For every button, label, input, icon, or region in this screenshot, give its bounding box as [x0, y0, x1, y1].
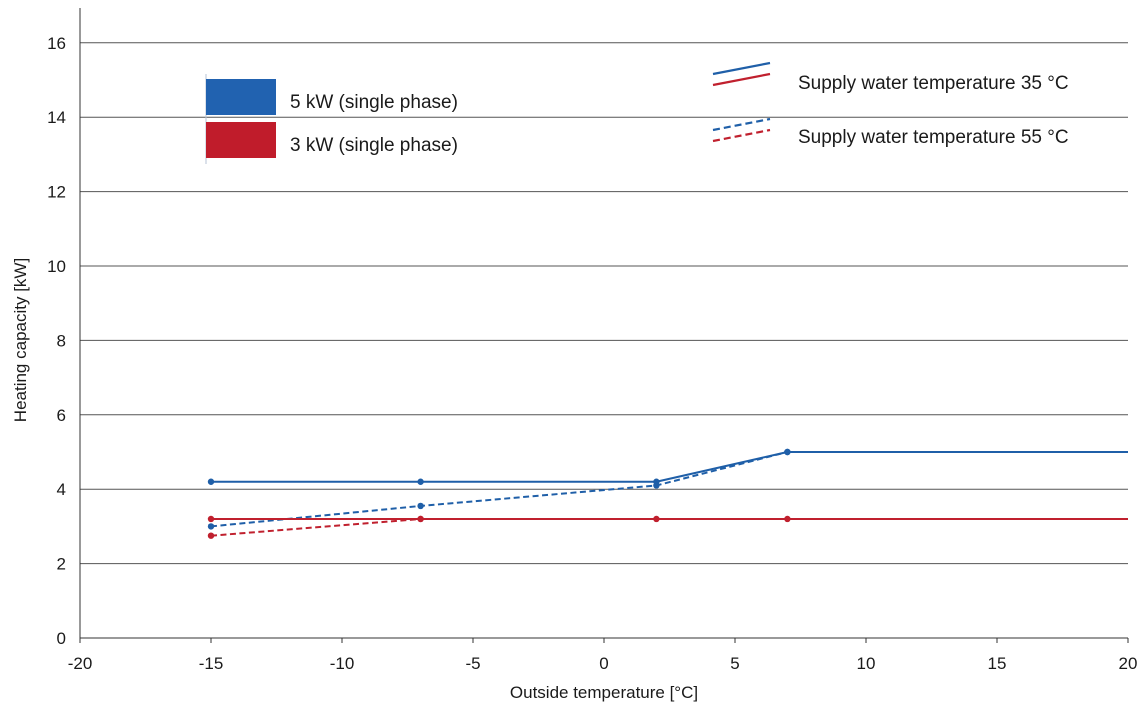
x-tick-label: 0 [599, 654, 608, 673]
legend-line-55-red [712, 128, 771, 143]
data-point [417, 478, 424, 485]
y-tick-label: 14 [47, 108, 66, 127]
x-tick-label: -20 [68, 654, 93, 673]
legend-units: 5 kW (single phase) 3 kW (single phase) [205, 74, 458, 164]
series-line-5kw-55c [210, 451, 788, 528]
y-tick-label: 0 [57, 629, 66, 648]
data-point [417, 502, 424, 510]
data-point [784, 515, 791, 523]
legend-styles: Supply water temperature 35 °C Supply wa… [712, 61, 1069, 148]
y-tick-labels: 0 2 4 6 8 10 12 14 16 [47, 34, 66, 648]
y-tick-label: 8 [57, 331, 66, 350]
y-tick-label: 16 [47, 34, 66, 53]
y-tick-label: 4 [57, 480, 66, 499]
grid-lines [80, 42, 1128, 565]
legend-label-5kw: 5 kW (single phase) [290, 92, 458, 113]
series-line-3kw-55c [210, 517, 421, 537]
data-point [207, 515, 215, 523]
legend-swatch-5kw [206, 79, 276, 115]
data-point [653, 515, 660, 523]
legend-label-supply-35: Supply water temperature 35 °C [798, 73, 1069, 94]
data-point [207, 478, 215, 485]
legend-label-3kw: 3 kW (single phase) [290, 135, 458, 156]
x-tick-label: -15 [199, 654, 224, 673]
x-tick-label: 10 [857, 654, 876, 673]
x-axis-title: Outside temperature [°C] [510, 683, 698, 702]
x-tick-labels: -20 -15 -10 -5 0 5 10 15 20 [68, 638, 1138, 673]
legend-line-35-blue [712, 61, 771, 76]
series-lines [210, 451, 1128, 537]
y-tick-label: 10 [47, 257, 66, 276]
series-line-5kw-35c [211, 451, 1128, 483]
data-point [207, 532, 215, 539]
x-tick-label: -5 [465, 654, 480, 673]
data-point [207, 523, 215, 530]
data-point [417, 515, 424, 523]
x-tick-label: 5 [730, 654, 739, 673]
y-tick-label: 12 [47, 183, 66, 202]
y-tick-label: 6 [57, 406, 66, 425]
series-markers [207, 448, 791, 539]
legend-line-35-red [712, 72, 771, 87]
legend-swatch-3kw [206, 122, 276, 158]
y-axis-title: Heating capacity [kW] [11, 258, 30, 422]
data-point [784, 448, 791, 456]
y-tick-label: 2 [57, 555, 66, 574]
x-tick-label: -10 [330, 654, 355, 673]
x-tick-label: 20 [1119, 654, 1138, 673]
data-point [653, 482, 660, 489]
legend-label-supply-55: Supply water temperature 55 °C [798, 127, 1069, 148]
legend-line-55-blue [712, 117, 771, 132]
x-tick-label: 15 [988, 654, 1007, 673]
